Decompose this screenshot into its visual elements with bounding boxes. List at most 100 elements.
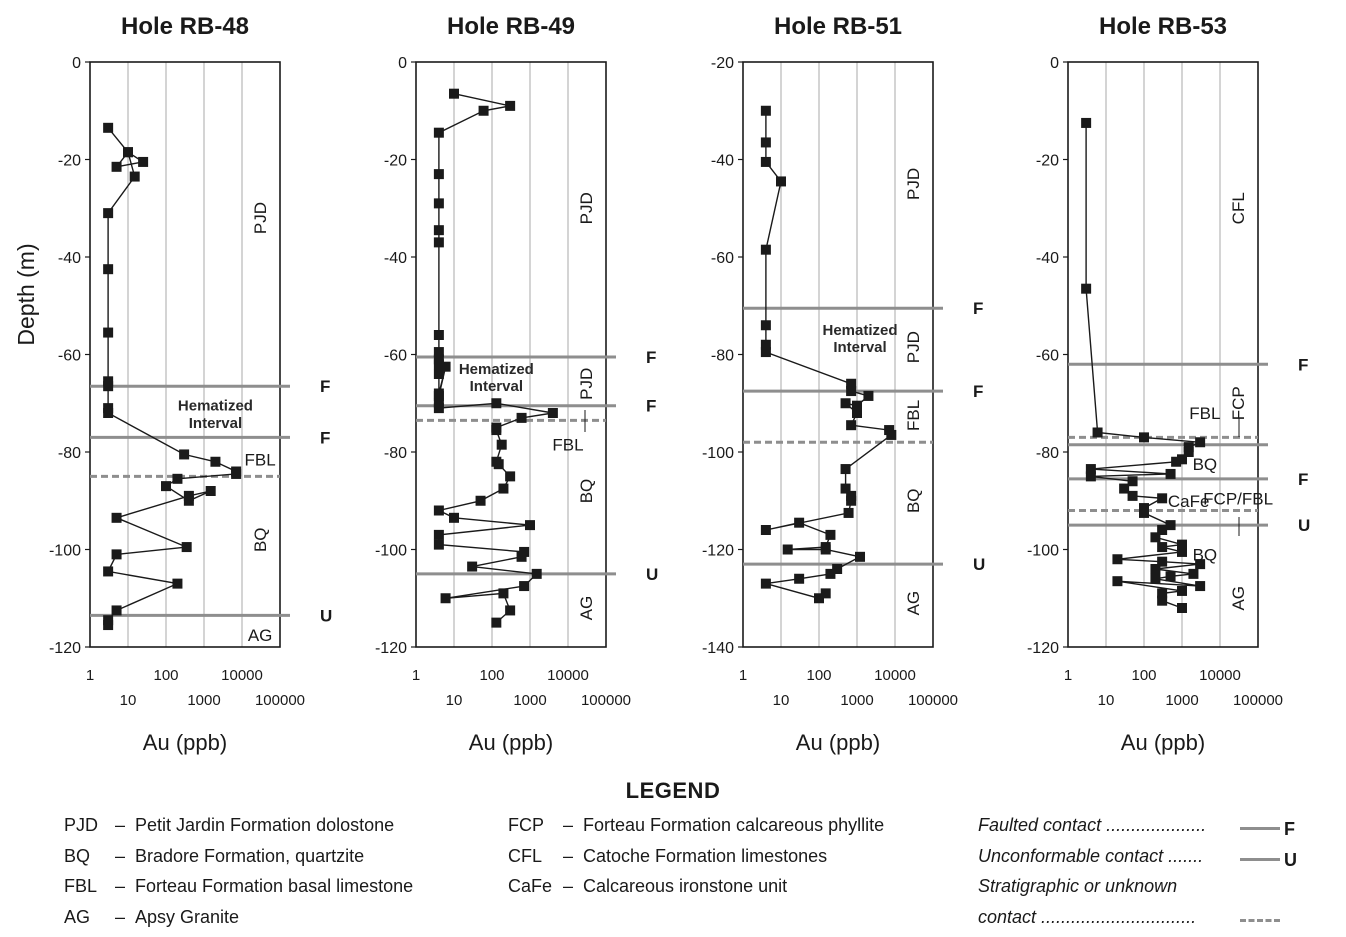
data-point	[172, 579, 182, 589]
data-point	[112, 513, 122, 523]
unit-label: AG	[1229, 586, 1248, 611]
data-point	[1081, 118, 1091, 128]
data-point	[794, 518, 804, 528]
chart-title: Hole RB-49	[447, 13, 575, 40]
data-point	[434, 237, 444, 247]
data-point	[825, 530, 835, 540]
x-axis-label: Au (ppb)	[1121, 730, 1205, 755]
y-tick-label: 0	[398, 55, 407, 72]
y-tick-label: -20	[58, 153, 81, 170]
legend-dash: –	[115, 815, 135, 836]
data-point	[1081, 284, 1091, 294]
y-tick-label: -20	[711, 55, 734, 72]
legend-unit-row: CFL–Catoche Formation limestones	[508, 846, 884, 877]
contact-label: F	[1298, 355, 1308, 374]
x-tick-label: 100000	[255, 692, 305, 709]
data-point	[161, 481, 171, 491]
unit-label: FCP	[1229, 386, 1248, 420]
data-point	[210, 457, 220, 467]
annotation-label: Hematized	[459, 361, 534, 378]
data-point	[846, 420, 856, 430]
y-tick-label: -100	[375, 543, 407, 560]
data-point	[184, 491, 194, 501]
data-point	[505, 471, 515, 481]
unit-label: BQ	[904, 488, 923, 513]
unit-label: CaFe	[1168, 492, 1210, 511]
legend-dashed-line-symbol	[1240, 919, 1280, 922]
contact-label: U	[1298, 516, 1310, 535]
legend-dash: –	[563, 846, 583, 867]
x-tick-label: 10	[773, 692, 790, 709]
data-point	[449, 513, 459, 523]
legend-title: LEGEND	[0, 778, 1346, 804]
data-point	[479, 106, 489, 116]
y-tick-label: -60	[1036, 348, 1059, 365]
data-point	[103, 620, 113, 630]
data-point	[517, 413, 527, 423]
y-tick-label: -60	[384, 348, 407, 365]
data-point	[761, 579, 771, 589]
y-tick-label: 0	[1050, 55, 1059, 72]
data-point	[761, 106, 771, 116]
y-tick-label: -80	[711, 348, 734, 365]
data-point	[491, 398, 501, 408]
y-tick-label: -40	[384, 250, 407, 267]
legend-dash: –	[115, 907, 135, 928]
data-point	[1157, 493, 1167, 503]
data-point	[434, 330, 444, 340]
data-point	[449, 89, 459, 99]
legend-unit-desc: Bradore Formation, quartzite	[135, 846, 364, 866]
data-point	[761, 137, 771, 147]
y-tick-label: -40	[58, 250, 81, 267]
data-point	[852, 408, 862, 418]
x-tick-label: 100	[479, 667, 504, 684]
legend-unit-desc: Catoche Formation limestones	[583, 846, 827, 866]
y-tick-label: -100	[1027, 543, 1059, 560]
unit-label: PJD	[251, 202, 270, 234]
data-point	[846, 496, 856, 506]
x-tick-label: 1000	[840, 692, 873, 709]
data-point	[491, 425, 501, 435]
data-point	[855, 552, 865, 562]
data-point	[1157, 542, 1167, 552]
y-tick-label: -80	[384, 445, 407, 462]
x-tick-label: 1000	[1165, 692, 1198, 709]
y-tick-label: -120	[49, 640, 81, 657]
legend-contact-label: Faulted contact ....................	[978, 815, 1206, 835]
contact-label: F	[973, 299, 983, 318]
data-point	[1177, 603, 1187, 613]
data-point	[434, 225, 444, 235]
y-tick-label: -140	[702, 640, 734, 657]
data-point	[103, 123, 113, 133]
y-tick-label: -20	[1036, 153, 1059, 170]
data-point	[1139, 432, 1149, 442]
annotation-label: Interval	[470, 378, 523, 395]
data-point	[1157, 596, 1167, 606]
data-point	[476, 496, 486, 506]
annotation-label: Interval	[833, 339, 886, 356]
contact-label: U	[646, 565, 658, 584]
legend-unit-row: FCP–Forteau Formation calcareous phyllit…	[508, 815, 884, 846]
legend-unit-row: PJD–Petit Jardin Formation dolostone	[64, 815, 413, 846]
data-point	[494, 459, 504, 469]
legend-contact-row: Faulted contact ....................F	[978, 815, 1206, 846]
legend-unit-desc: Forteau Formation basal limestone	[135, 876, 413, 896]
legend-units-column-2: FCP–Forteau Formation calcareous phyllit…	[508, 815, 884, 907]
data-point	[112, 162, 122, 172]
legend-contact-label: Stratigraphic or unknown	[978, 876, 1177, 896]
data-point	[505, 101, 515, 111]
legend-dash: –	[563, 876, 583, 897]
legend-dash: –	[115, 846, 135, 867]
x-tick-label: 10000	[1199, 667, 1241, 684]
unit-label: PJD	[577, 192, 596, 224]
legend-unit-abbr: PJD	[64, 815, 115, 836]
y-tick-label: -80	[1036, 445, 1059, 462]
y-tick-label: -100	[702, 445, 734, 462]
legend-contact-label: contact ...............................	[978, 907, 1196, 927]
data-point	[434, 169, 444, 179]
data-point	[103, 381, 113, 391]
data-point	[130, 172, 140, 182]
data-point	[1195, 581, 1205, 591]
data-point	[182, 542, 192, 552]
